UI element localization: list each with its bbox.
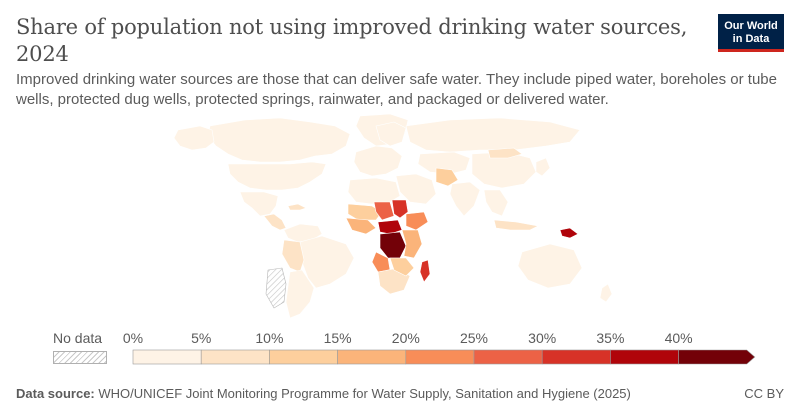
source-label: Data source: [16, 386, 95, 401]
legend-color-bar [132, 349, 756, 365]
country-mongolia[interactable] [487, 147, 523, 159]
legend-tick-label: 25% [459, 330, 489, 346]
legend-tick-label: 35% [596, 330, 625, 346]
footer-source: Data source: WHO/UNICEF Joint Monitoring… [16, 386, 631, 401]
country-australia[interactable] [517, 243, 583, 289]
country-central-asia[interactable] [417, 151, 471, 175]
country-west-africa[interactable] [345, 217, 377, 235]
country-india[interactable] [449, 181, 481, 217]
logo-line-1: Our World [724, 20, 778, 32]
map-legend: No data 0% 5% 10% 15% 20% 25% 30% 35% 40% [0, 328, 800, 368]
country-brazil[interactable] [299, 235, 355, 289]
legend-nodata-label: No data [53, 330, 103, 346]
country-peru-bolivia[interactable] [281, 239, 305, 273]
legend-bin-5[interactable] [473, 349, 543, 365]
legend-nodata-swatch[interactable] [53, 351, 107, 364]
country-japan-korea[interactable] [535, 157, 551, 177]
country-europe-west[interactable] [353, 145, 403, 177]
country-dr-congo[interactable] [379, 231, 407, 259]
legend-bin-7[interactable] [610, 349, 679, 365]
logo-accent-bar [718, 49, 784, 52]
country-scandinavia[interactable] [375, 121, 407, 147]
country-east-africa[interactable] [401, 229, 423, 259]
country-afghanistan-pakistan[interactable] [435, 167, 459, 187]
legend-tick-label: 0% [122, 330, 144, 346]
country-central-america[interactable] [263, 213, 287, 231]
country-new-zealand[interactable] [599, 283, 613, 303]
country-sahel[interactable] [347, 203, 383, 221]
legend-tick-label: 30% [528, 330, 557, 346]
country-southeast-asia[interactable] [483, 189, 509, 217]
legend-tick-label: 10% [255, 330, 284, 346]
country-madagascar[interactable] [419, 259, 431, 283]
legend-bin-1[interactable] [200, 349, 270, 365]
country-ethiopia-horn[interactable] [405, 211, 429, 231]
country-colombia-venezuela[interactable] [283, 223, 323, 243]
country-alaska[interactable] [173, 125, 215, 151]
country-chad-niger[interactable] [373, 201, 395, 221]
country-sudan[interactable] [391, 199, 409, 219]
chart-title: Share of population not using improved d… [16, 15, 688, 66]
country-central-african-rep[interactable] [377, 219, 403, 235]
region-no-data-south[interactable] [265, 267, 287, 309]
legend-bin-3[interactable] [337, 349, 407, 365]
owid-logo[interactable]: Our World in Data [718, 14, 784, 52]
legend-bin-4[interactable] [405, 349, 475, 365]
chart-subtitle: Improved drinking water sources are thos… [16, 71, 777, 108]
legend-bin-2[interactable] [269, 349, 338, 365]
legend-bin-6[interactable] [541, 349, 611, 365]
country-mexico[interactable] [239, 191, 279, 217]
country-papua-new-guinea[interactable] [559, 227, 579, 239]
world-map[interactable] [150, 112, 650, 322]
legend-tick-label: 5% [191, 330, 212, 346]
country-argentina-chile[interactable] [285, 269, 315, 319]
legend-tick-label: 20% [391, 330, 420, 346]
source-text[interactable]: WHO/UNICEF Joint Monitoring Programme fo… [98, 386, 631, 401]
country-canada[interactable] [207, 117, 351, 163]
legend-bin-8[interactable] [678, 349, 756, 365]
legend-tick-label: 40% [664, 330, 693, 346]
country-caribbean[interactable] [287, 203, 307, 211]
footer-license[interactable]: CC BY [744, 386, 784, 401]
legend-tick-label: 15% [323, 330, 352, 346]
world-map-svg[interactable] [150, 112, 650, 322]
country-mozambique-zambia[interactable] [389, 257, 415, 277]
logo-line-2: in Data [732, 33, 770, 45]
country-middle-east[interactable] [395, 173, 437, 205]
country-usa[interactable] [227, 161, 327, 191]
legend-bin-0[interactable] [132, 349, 202, 365]
country-russia[interactable] [405, 117, 581, 153]
country-indonesia[interactable] [493, 219, 539, 231]
